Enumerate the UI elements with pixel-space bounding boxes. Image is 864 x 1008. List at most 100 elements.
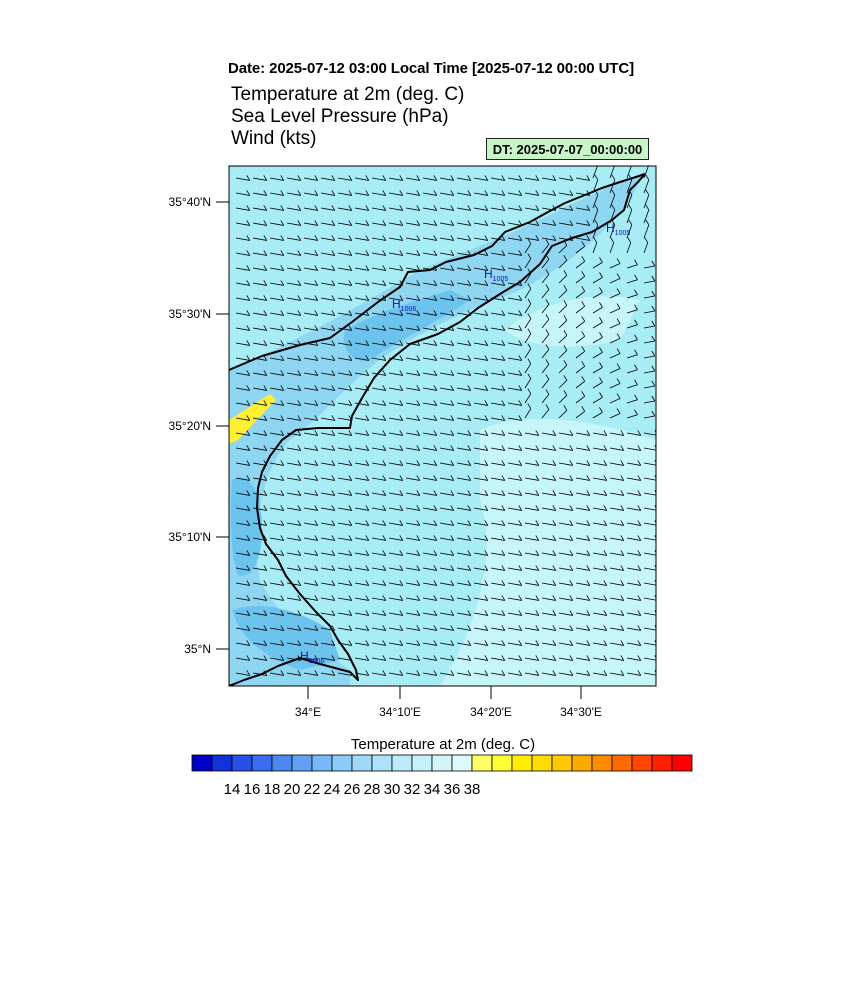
wind-barb: [507, 445, 523, 451]
wind-barb: [405, 475, 421, 481]
wind-barb: [439, 595, 455, 601]
wind-barb: [507, 175, 523, 181]
wind-barb: [507, 355, 523, 361]
wind-barb: [337, 370, 353, 376]
wind-barb: [609, 288, 621, 299]
wind-barb: [286, 535, 302, 541]
wind-barb: [626, 349, 638, 359]
wind-barb: [405, 655, 421, 661]
wind-barb: [524, 505, 540, 511]
wind-barb: [575, 316, 586, 329]
wind-barb: [371, 415, 387, 421]
wind-barb: [286, 235, 302, 241]
wind-barb: [643, 625, 656, 631]
wind-barb: [422, 460, 438, 466]
colorbar-swatch: [451, 754, 473, 772]
wind-barb: [490, 625, 506, 631]
wind-barb: [507, 580, 523, 586]
wind-barb: [490, 415, 506, 421]
colorbar: [191, 754, 693, 772]
wind-barb: [609, 174, 616, 194]
wind-barb: [626, 166, 632, 179]
wind-barb: [303, 235, 319, 241]
wind-barb: [422, 235, 438, 241]
wind-barb: [388, 220, 404, 226]
wind-barb: [609, 166, 615, 179]
wind-barb: [235, 430, 251, 436]
wind-barb: [541, 535, 557, 541]
wind-barb: [609, 625, 625, 631]
wind-barb: [626, 610, 642, 616]
wind-barb: [609, 595, 625, 601]
wind-barb: [371, 460, 387, 466]
wind-barb: [269, 595, 285, 601]
wind-barb: [439, 295, 455, 301]
coastline-south: [229, 173, 646, 686]
wind-barb: [473, 400, 489, 406]
wind-barb: [643, 580, 656, 586]
wind-barb: [354, 325, 370, 331]
wind-barb: [626, 319, 638, 329]
colorbar-swatch: [331, 754, 353, 772]
wind-barb: [286, 490, 302, 496]
wind-barb: [303, 475, 319, 481]
wind-barb: [507, 385, 523, 391]
wind-barb: [303, 250, 319, 256]
wind-barb: [269, 640, 285, 646]
wind-barb: [456, 505, 472, 511]
wind-barb: [388, 520, 404, 526]
wind-barb: [541, 359, 550, 374]
wind-barb: [371, 355, 387, 361]
wind-barb: [524, 175, 540, 181]
wind-barb: [626, 565, 642, 571]
colorbar-tick-label: 34: [424, 781, 441, 798]
wind-barb: [490, 400, 506, 406]
wind-barb: [490, 655, 506, 661]
wind-barb: [337, 460, 353, 466]
wind-barb: [490, 580, 506, 586]
wind-barb: [388, 565, 404, 571]
wind-barb: [320, 505, 336, 511]
wind-barb: [592, 640, 608, 646]
wind-barb: [303, 415, 319, 421]
wind-barb: [235, 295, 251, 301]
wind-barb: [439, 625, 455, 631]
wind-barb: [252, 370, 268, 376]
lat-tick-label: 35°40'N: [169, 195, 211, 209]
wind-barb: [286, 505, 302, 511]
wind-barb: [490, 205, 506, 211]
wind-barb: [269, 580, 285, 586]
wind-barb: [558, 300, 568, 314]
wind-barb: [235, 595, 251, 601]
wind-barb: [643, 595, 656, 601]
wind-barb: [541, 374, 550, 389]
wind-barb: [456, 610, 472, 616]
wind-barb: [456, 250, 472, 256]
wind-barb: [303, 295, 319, 301]
wind-barb: [235, 355, 251, 361]
wind-barb: [371, 430, 387, 436]
wind-barb: [320, 295, 336, 301]
wind-barb: [507, 205, 523, 211]
wind-barb: [507, 325, 523, 331]
colorbar-tick-label: 22: [304, 781, 321, 798]
wind-barb: [422, 205, 438, 211]
wind-barb: [558, 445, 574, 451]
wind-barb: [626, 625, 642, 631]
wind-barb: [354, 580, 370, 586]
wind-barb: [507, 670, 523, 676]
wind-barb: [252, 325, 268, 331]
wind-barb: [609, 318, 621, 329]
wind-barb: [337, 355, 353, 361]
wind-barb: [473, 280, 489, 286]
wind-barb: [405, 595, 421, 601]
wind-barb: [354, 430, 370, 436]
wind-barb: [643, 410, 656, 419]
wind-barb: [303, 550, 319, 556]
wind-barb: [609, 640, 625, 646]
wind-barb: [473, 205, 489, 211]
wind-barb: [405, 400, 421, 406]
colorbar-tick-label: 24: [324, 781, 341, 798]
wind-barb: [643, 365, 656, 374]
wind-barb: [592, 520, 608, 526]
